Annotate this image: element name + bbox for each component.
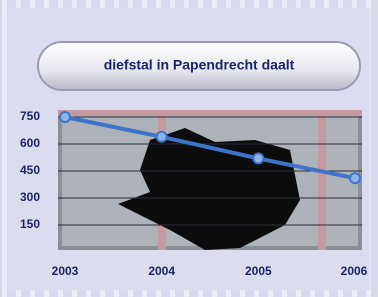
marker [350, 173, 360, 183]
marker [253, 153, 263, 163]
y-tick-label: 300 [20, 190, 40, 204]
y-tick-label: 150 [20, 217, 40, 231]
x-tick-label: 2005 [245, 264, 272, 278]
x-tick-label: 2003 [52, 264, 79, 278]
x-tick-label: 2006 [341, 264, 368, 278]
y-tick-label: 450 [20, 163, 40, 177]
chart-title: diefstal in Papendrecht daalt [104, 57, 295, 73]
marker [60, 112, 70, 122]
y-tick-label: 750 [20, 109, 40, 123]
y-tick-label: 600 [20, 136, 40, 150]
chart: diefstal in Papendrecht daalt 150 300 450 6… [0, 0, 378, 297]
x-tick-label: 2004 [148, 264, 175, 278]
window-photo [58, 110, 362, 250]
marker [157, 132, 167, 142]
